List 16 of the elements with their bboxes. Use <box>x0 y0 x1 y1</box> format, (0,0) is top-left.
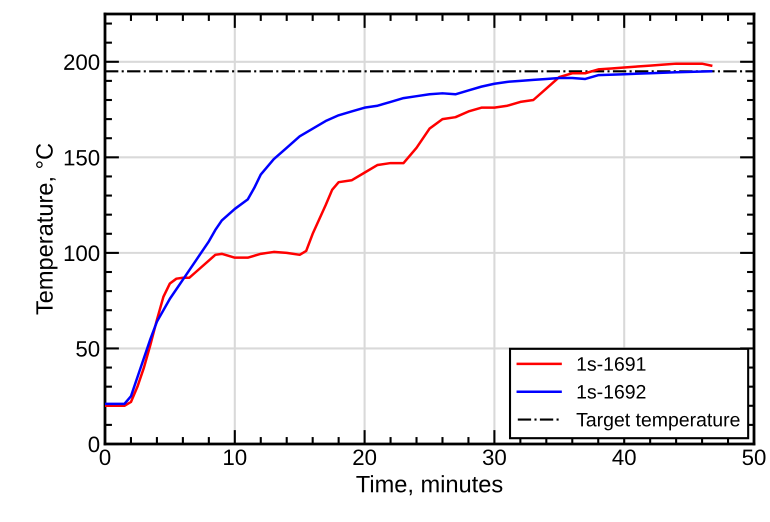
x-tick-label: 20 <box>353 449 376 466</box>
x-axis-title: Time, minutes <box>356 475 502 496</box>
y-axis-title: Temperature, °C <box>36 144 58 315</box>
x-tick-label: 0 <box>100 449 110 466</box>
legend-label: 1s-1692 <box>578 384 646 399</box>
legend-label: 1s-1691 <box>578 357 646 371</box>
y-tick-label: 100 <box>64 245 100 262</box>
x-tick-label: 50 <box>742 449 766 466</box>
y-tick-label: 150 <box>64 150 100 166</box>
y-tick-label: 50 <box>76 340 100 357</box>
legend-label: Target temperature <box>576 412 740 430</box>
x-tick-label: 30 <box>482 449 506 466</box>
y-tick-label: 200 <box>64 54 100 70</box>
x-tick-label: 10 <box>224 449 246 466</box>
y-tick-label: 0 <box>88 436 100 452</box>
x-tick-label: 40 <box>612 449 636 466</box>
